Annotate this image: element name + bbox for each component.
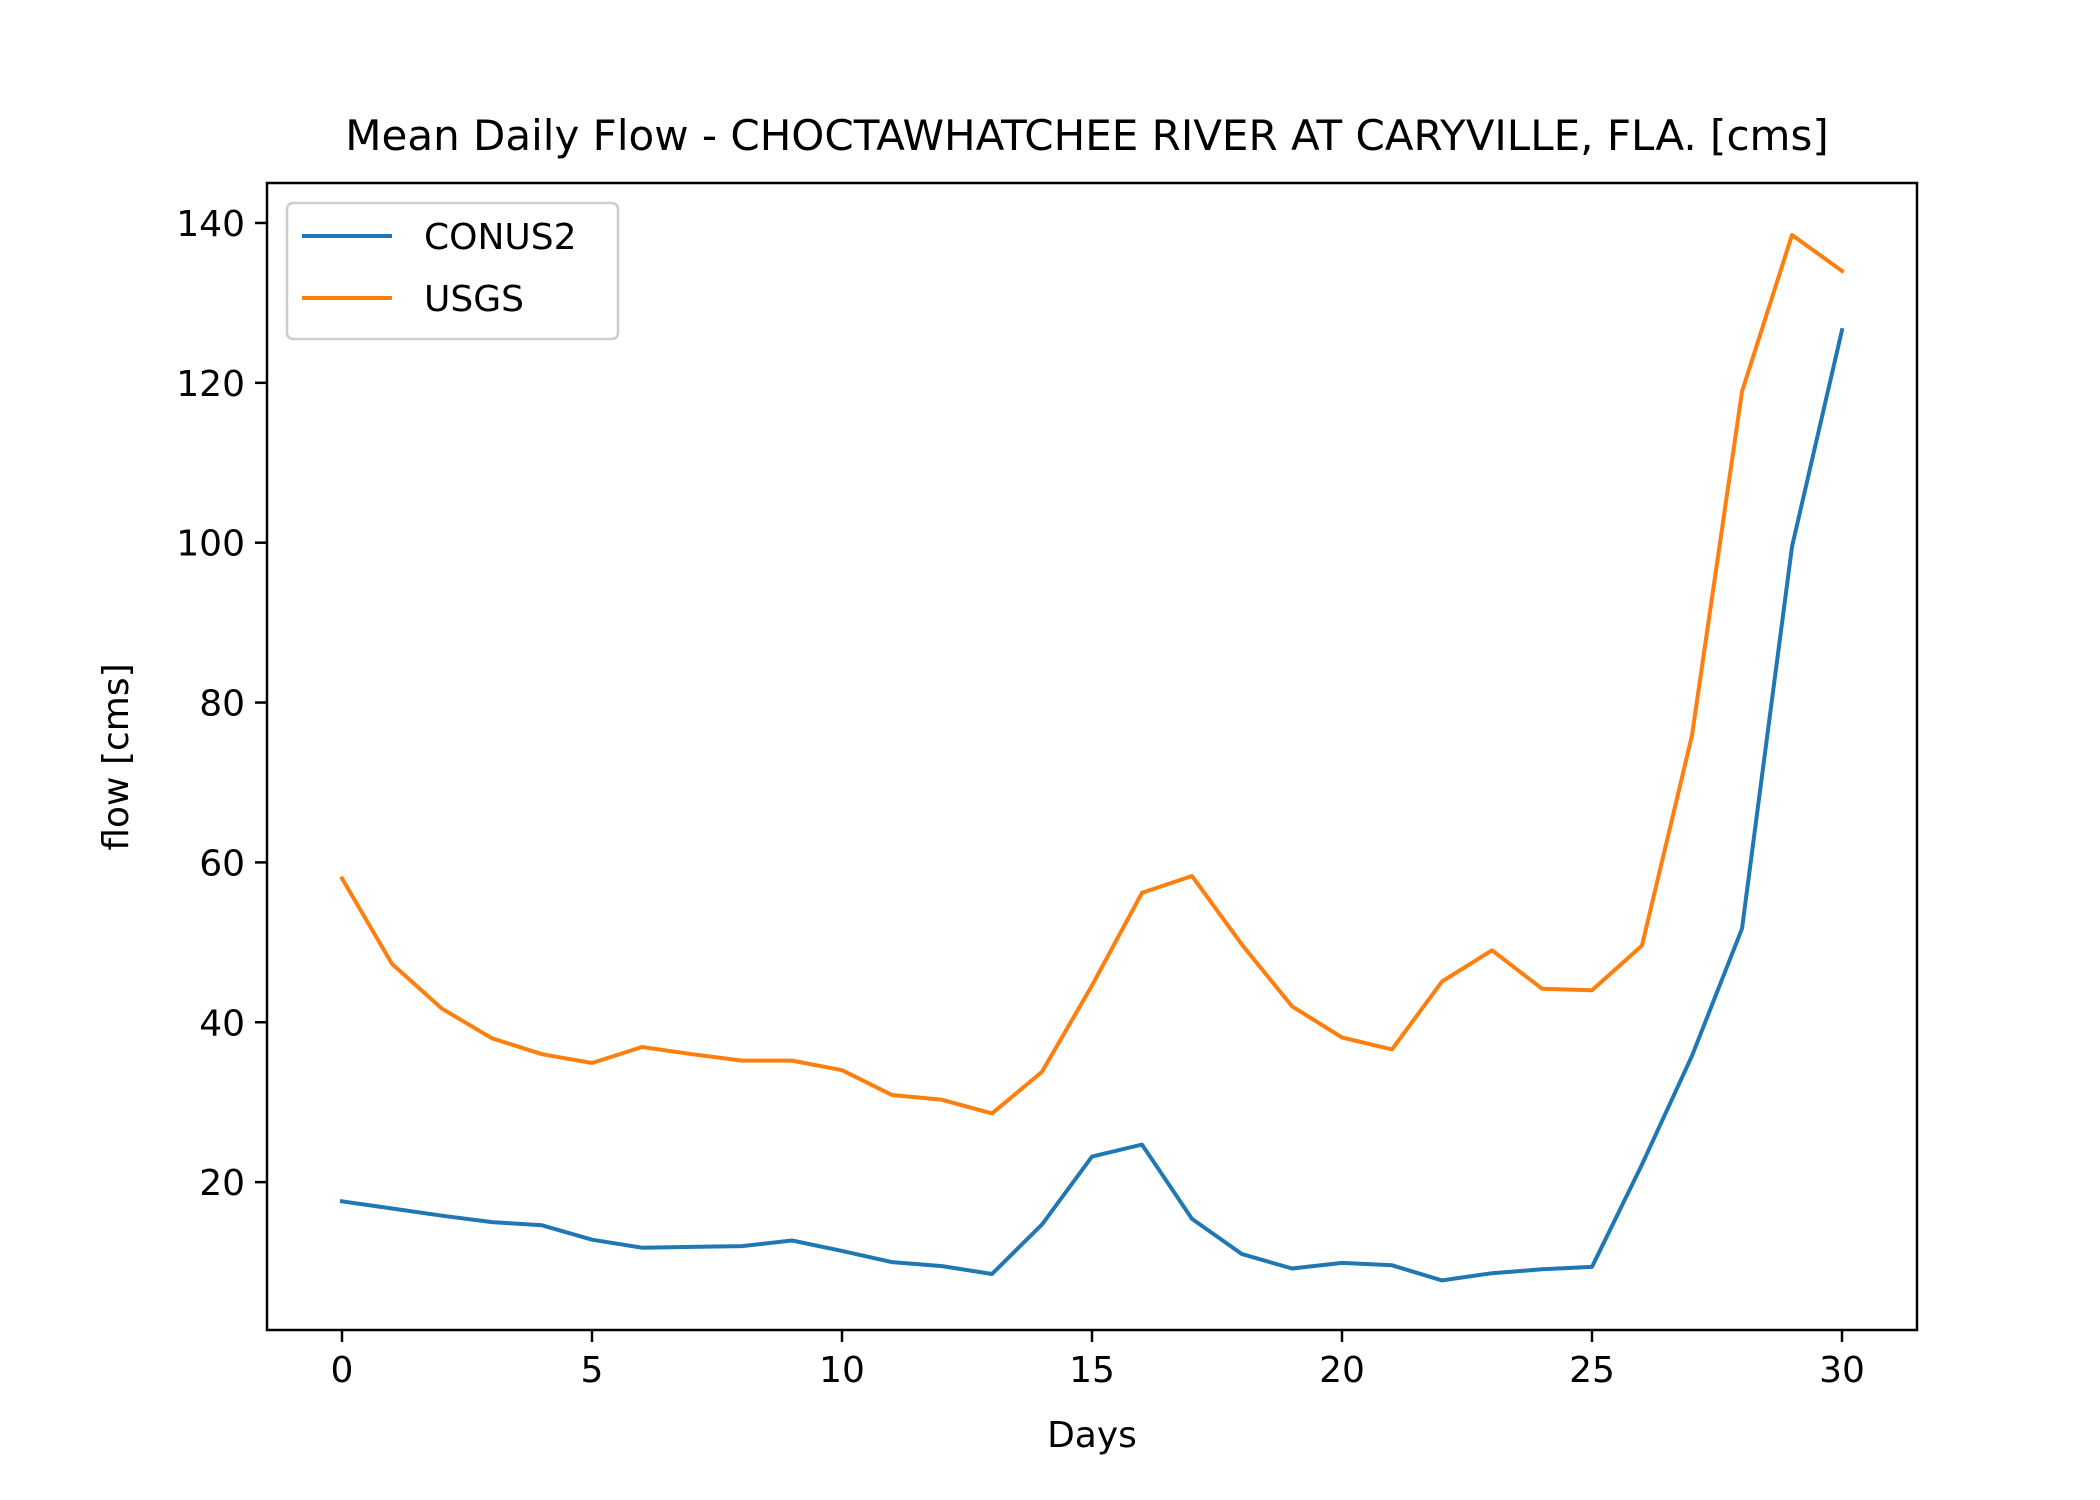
y-axis-ticks: 20 40 60 80 100 120 140	[176, 204, 267, 1204]
chart-title: Mean Daily Flow - CHOCTAWHATCHEE RIVER A…	[345, 111, 1828, 160]
y-tick-label: 20	[199, 1163, 245, 1204]
x-tick-label: 25	[1569, 1350, 1615, 1391]
y-tick-label: 120	[176, 364, 245, 405]
legend-label-conus2: CONUS2	[424, 217, 577, 258]
series-line-conus2	[339, 327, 1845, 1283]
y-tick-label: 40	[199, 1003, 245, 1044]
x-tick-label: 10	[819, 1350, 865, 1391]
legend-label-usgs: USGS	[424, 279, 524, 320]
x-axis-label: Days	[1047, 1415, 1137, 1456]
legend: CONUS2 USGS	[285, 201, 620, 341]
x-tick-label: 30	[1819, 1350, 1865, 1391]
plot-series	[339, 233, 1845, 1283]
y-tick-label: 100	[176, 524, 245, 565]
x-tick-label: 5	[581, 1350, 604, 1391]
x-tick-label: 15	[1069, 1350, 1115, 1391]
x-axis-ticks: 0 5 10 15 20 25 30	[331, 1330, 1865, 1391]
y-tick-label: 80	[199, 684, 245, 725]
y-tick-label: 140	[176, 204, 245, 245]
y-axis-label: flow [cms]	[96, 663, 137, 850]
series-line-usgs	[339, 233, 1845, 1116]
x-tick-label: 0	[331, 1350, 354, 1391]
x-tick-label: 20	[1319, 1350, 1365, 1391]
y-tick-label: 60	[199, 843, 245, 884]
